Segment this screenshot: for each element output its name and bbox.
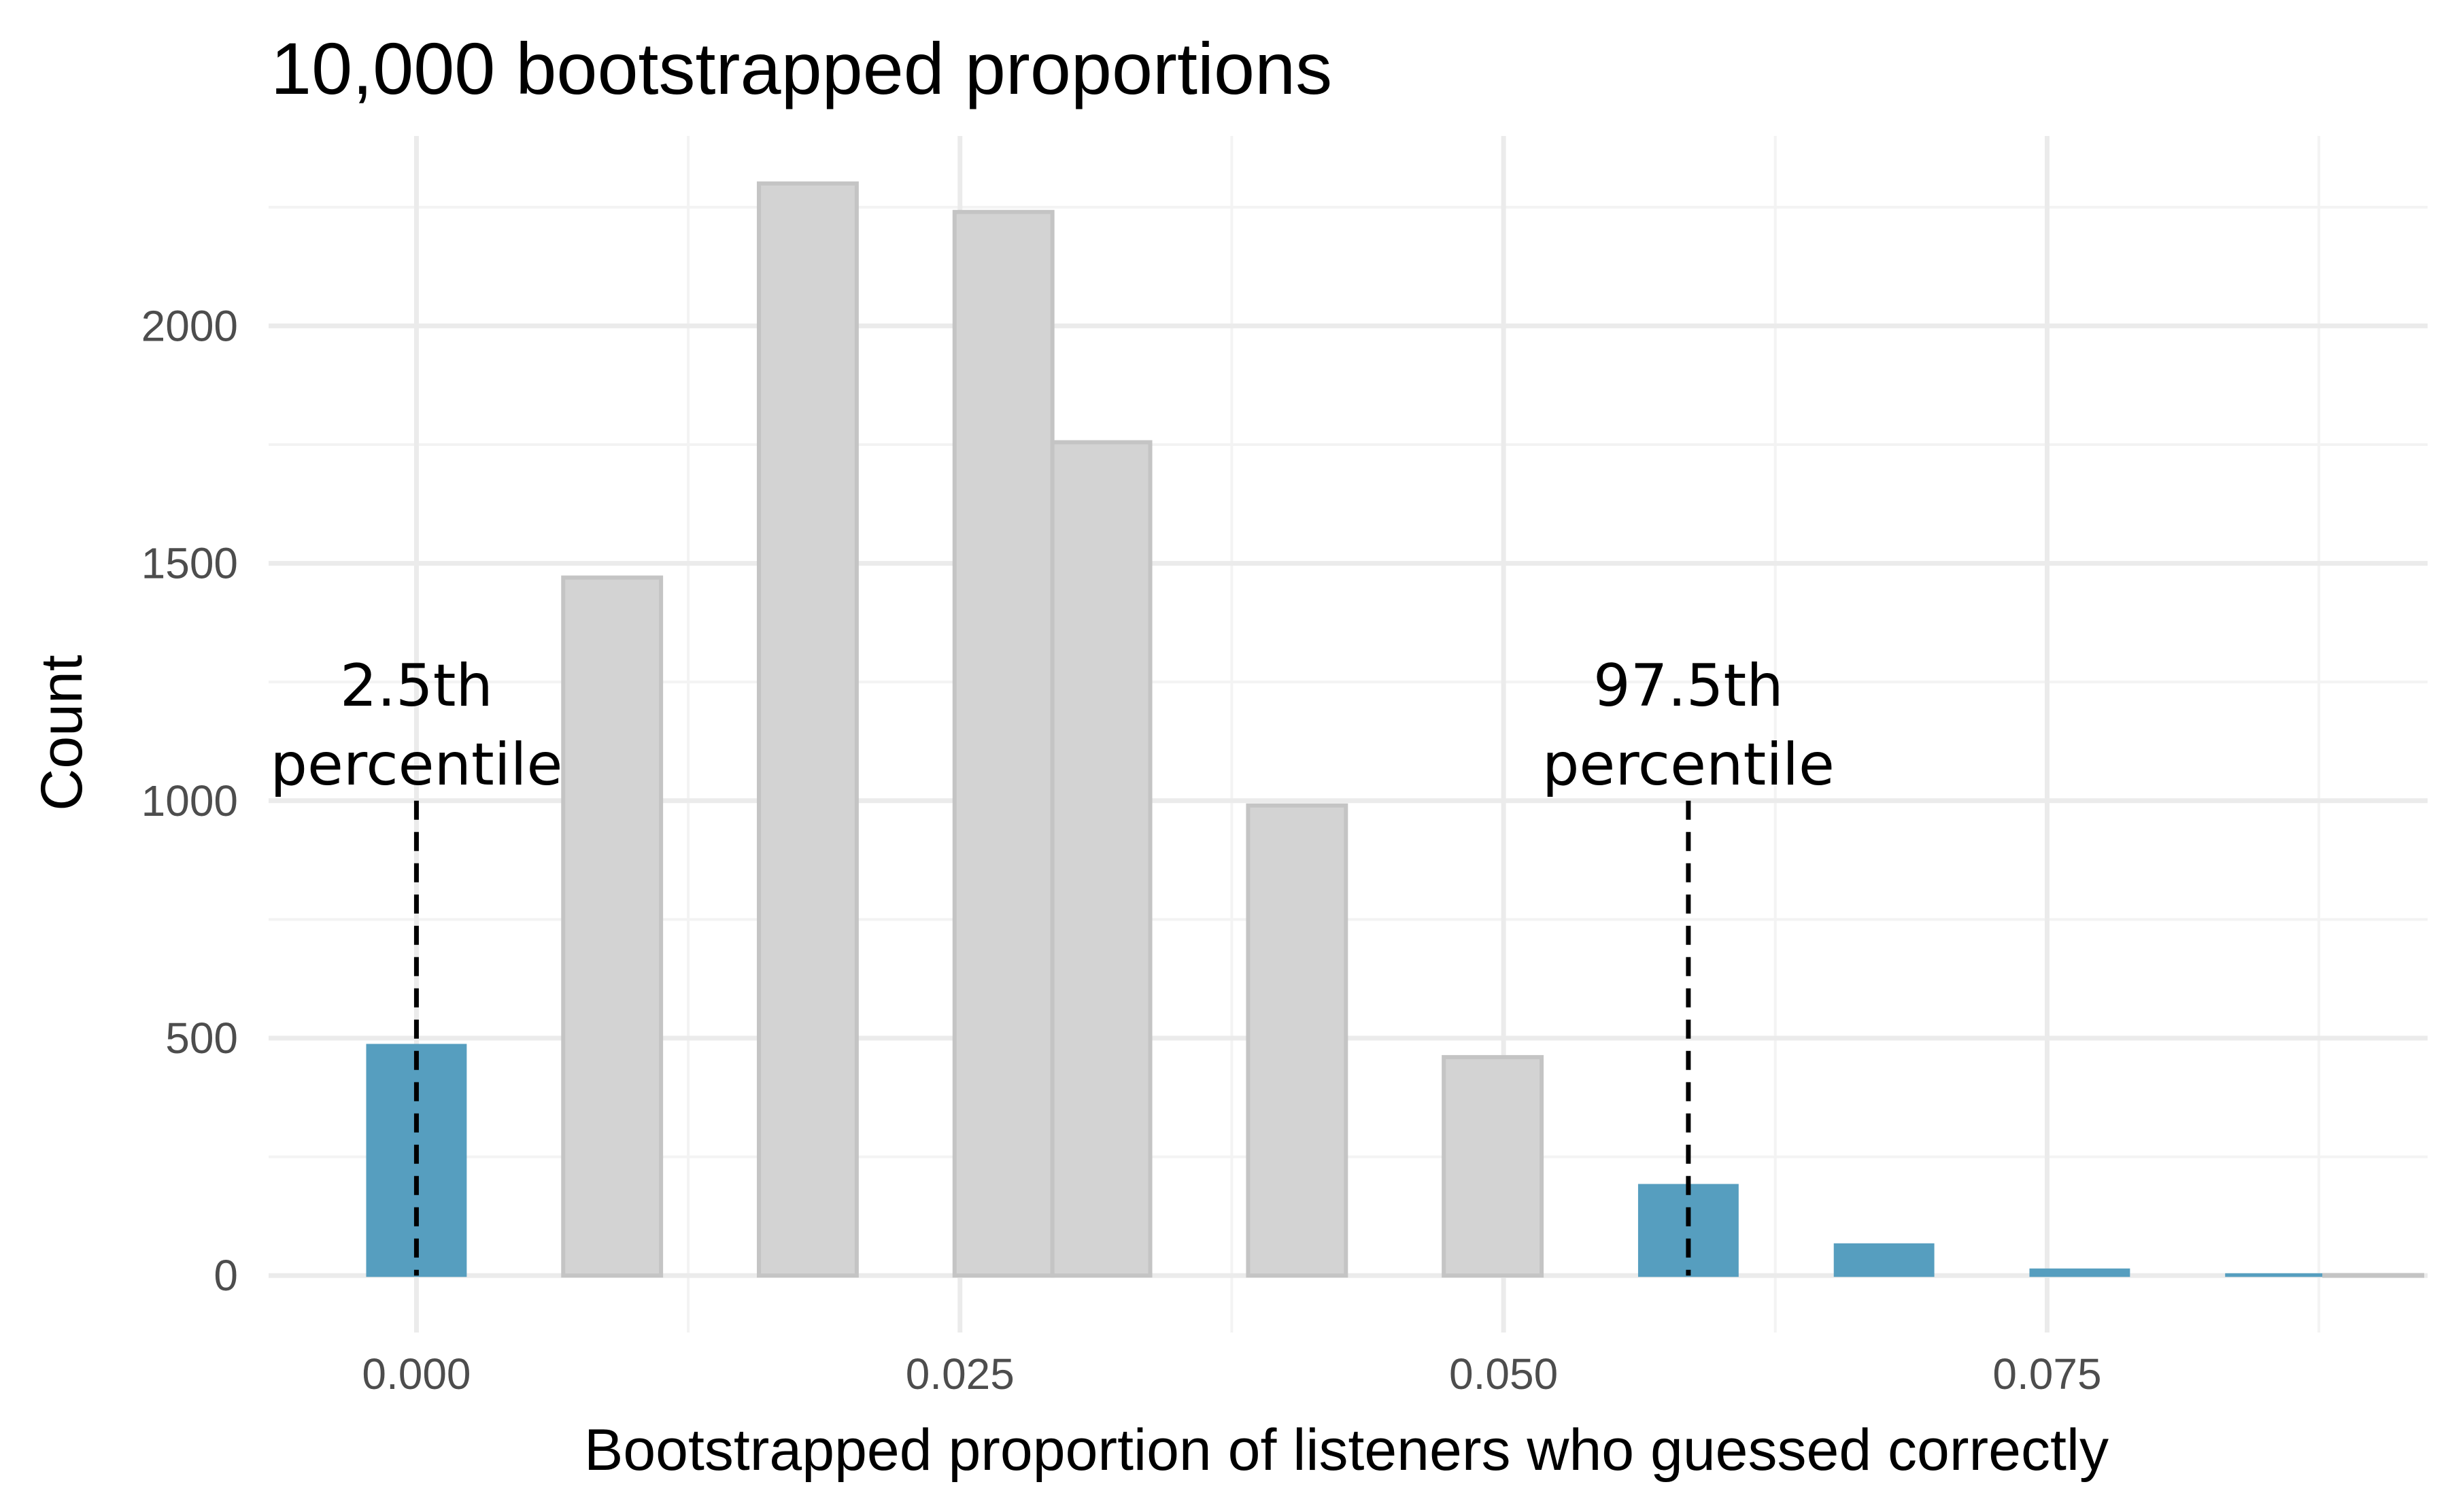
y-axis-ticks: 0 500 1000 1500 2000 bbox=[141, 301, 238, 1300]
x-tick-label: 0.050 bbox=[1449, 1350, 1558, 1398]
y-axis-title: Count bbox=[29, 655, 95, 811]
bar bbox=[757, 181, 859, 1278]
percentile-label-line1: 97.5th bbox=[1593, 652, 1784, 720]
bar bbox=[952, 209, 1055, 1278]
bar bbox=[1050, 440, 1153, 1278]
bars bbox=[366, 181, 2425, 1278]
tail-bar bbox=[1637, 1184, 1739, 1277]
percentile-label-line2: percentile bbox=[1542, 731, 1835, 799]
x-tick-label: 0.025 bbox=[906, 1350, 1015, 1398]
x-tick-label: 0.000 bbox=[362, 1350, 471, 1398]
percentile-label-line2: percentile bbox=[270, 731, 562, 799]
chart-title: 10,000 bootstrapped proportions bbox=[271, 27, 1332, 109]
percentile-annotations: 2.5th percentile 97.5th percentile bbox=[270, 652, 1835, 1276]
y-tick-label: 1500 bbox=[141, 539, 238, 588]
bar bbox=[1246, 803, 1348, 1278]
tail-bar bbox=[2029, 1268, 2130, 1277]
x-axis-title: Bootstrapped proportion of listeners who… bbox=[584, 1418, 2109, 1483]
y-tick-label: 500 bbox=[165, 1014, 238, 1063]
bar bbox=[1442, 1054, 1544, 1278]
x-tick-label: 0.075 bbox=[1992, 1350, 2101, 1398]
bar bbox=[561, 575, 664, 1278]
y-tick-label: 2000 bbox=[141, 301, 238, 350]
x-axis-ticks: 0.000 0.025 0.050 0.075 bbox=[362, 1350, 2101, 1398]
y-tick-label: 0 bbox=[214, 1251, 238, 1300]
y-tick-label: 1000 bbox=[141, 776, 238, 825]
tail-bar bbox=[1833, 1243, 1935, 1277]
percentile-label-line1: 2.5th bbox=[340, 652, 493, 720]
